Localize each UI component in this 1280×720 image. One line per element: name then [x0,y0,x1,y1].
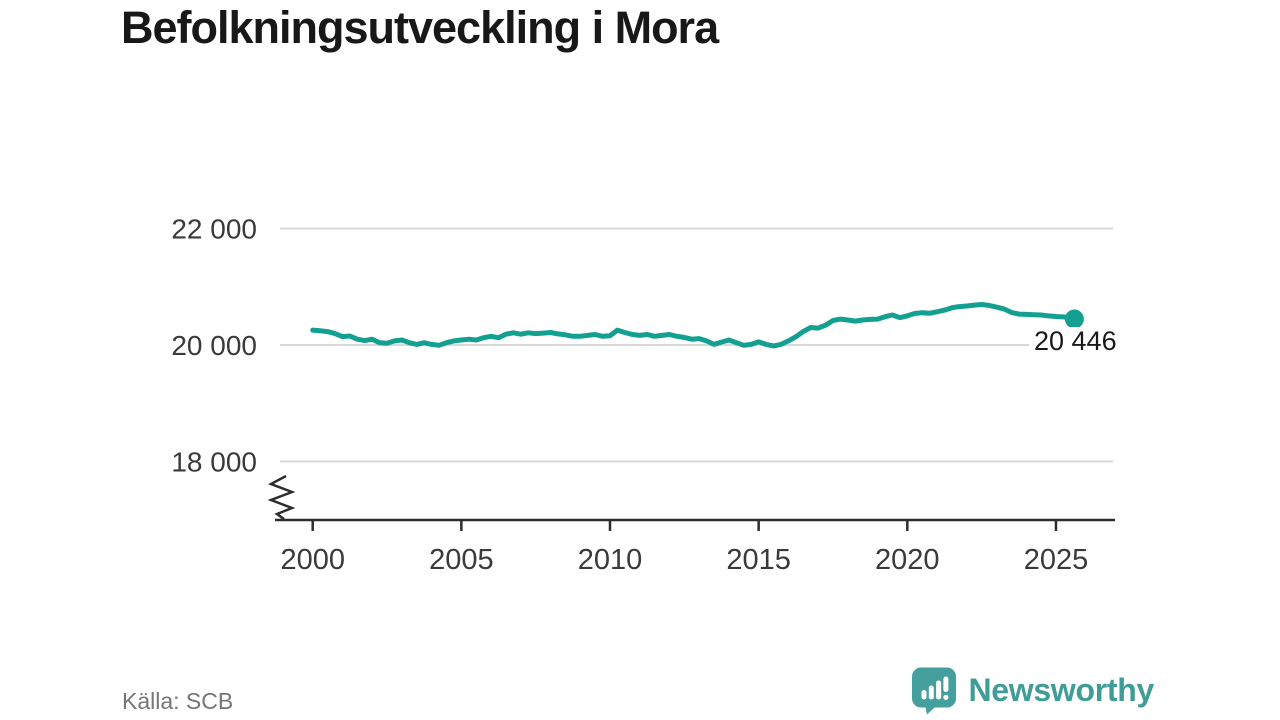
end-dot [1064,309,1084,329]
end-label-backdrop [1029,327,1121,354]
exclamation-bar [942,676,948,692]
source-note: Källa: SCB [122,688,234,714]
x-tick-label: 2010 [578,544,643,576]
bar-tall [935,680,941,700]
end-value-label: 20 446 [1034,326,1117,356]
chart-title: Befolkningsutveckling i Mora [121,2,719,53]
bar-small [921,690,926,700]
brand-name: Newsworthy [968,672,1155,708]
x-tick-label: 2025 [1024,544,1089,576]
bar-medium [928,685,934,700]
newsworthy-bubble-chart-icon [911,667,956,715]
newsworthy-logo: Newsworthy [910,666,1155,715]
axis-break-zigzag [267,474,296,521]
x-tick-label: 2000 [280,544,345,576]
exclamation-dot [942,694,948,700]
y-tick-label: 20 000 [171,330,257,361]
y-tick-label: 18 000 [171,447,257,478]
x-tick-label: 2005 [429,544,494,576]
y-tick-label: 22 000 [171,214,257,245]
x-tick-label: 2020 [875,544,940,576]
population-line [310,302,1077,349]
x-tick-label: 2015 [726,544,791,576]
bubble-shape [911,667,956,715]
